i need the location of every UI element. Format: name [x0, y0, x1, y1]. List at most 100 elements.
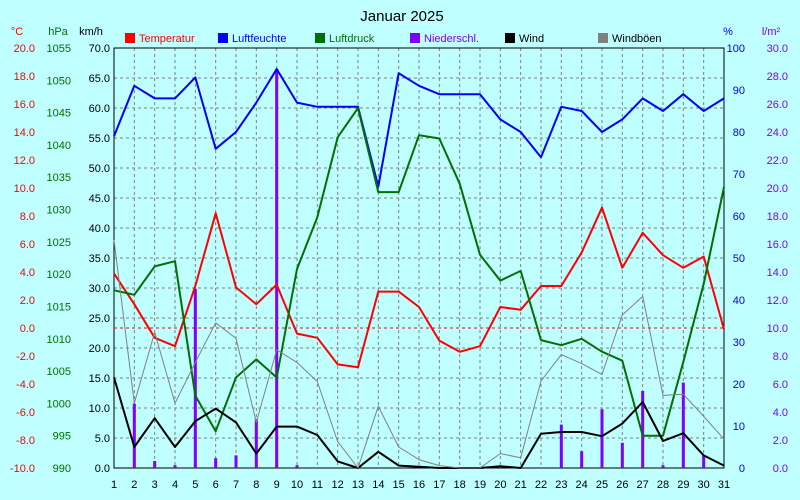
- x-tick-label: 24: [576, 479, 588, 491]
- wind-tick-label: 25.0: [89, 313, 110, 325]
- temp-tick-label: 2.0: [20, 295, 35, 307]
- rain-bar: [173, 465, 177, 468]
- x-tick-label: 31: [718, 479, 730, 491]
- rain-bar: [641, 391, 645, 468]
- wind-tick-label: 70.0: [89, 43, 110, 55]
- wind-tick-label: 0.0: [95, 463, 110, 475]
- hum-tick-label: 60: [733, 211, 745, 223]
- x-tick-label: 5: [192, 479, 198, 491]
- wind-tick-label: 5.0: [95, 433, 110, 445]
- temp-tick-label: 8.0: [20, 211, 35, 223]
- x-tick-label: 22: [535, 479, 547, 491]
- hum-tick-label: 70: [733, 169, 745, 181]
- press-tick-label: 1055: [47, 43, 71, 55]
- hum-tick-label: 80: [733, 127, 745, 139]
- wind-tick-label: 20.0: [89, 343, 110, 355]
- temp-tick-label: 14.0: [14, 127, 35, 139]
- press-tick-label: 1025: [47, 237, 71, 249]
- rain-tick-label: 26.0: [767, 99, 788, 111]
- press-tick-label: 995: [53, 431, 71, 443]
- press-tick-label: 1050: [47, 75, 71, 87]
- rain-tick-label: 8.0: [773, 351, 788, 363]
- temp-tick-label: -10.0: [10, 463, 35, 475]
- temp-tick-label: 16.0: [14, 99, 35, 111]
- press-tick-label: 1045: [47, 108, 71, 120]
- x-tick-label: 15: [393, 479, 405, 491]
- press-tick-label: 1010: [47, 334, 71, 346]
- temp-tick-label: 10.0: [14, 183, 35, 195]
- temp-unit-label: °C: [11, 26, 23, 38]
- wind-tick-label: 40.0: [89, 223, 110, 235]
- rain-bar: [193, 288, 197, 468]
- x-tick-label: 12: [332, 479, 344, 491]
- x-tick-label: 17: [433, 479, 445, 491]
- rain-tick-label: 4.0: [773, 407, 788, 419]
- rain-tick-label: 18.0: [767, 211, 788, 223]
- rain-tick-label: 20.0: [767, 183, 788, 195]
- hum-tick-label: 30: [733, 337, 745, 349]
- rain-tick-label: 22.0: [767, 155, 788, 167]
- rain-bar: [275, 69, 279, 468]
- wind-tick-label: 15.0: [89, 373, 110, 385]
- legend-label: Wind: [519, 33, 544, 45]
- axes: °C hPa km/h% l/m² -10.0 -8.0 -6.0 -4.0 -2.0 0.0 2.…: [10, 26, 788, 491]
- legend: Temperatur Luftfeuchte Luftdruck Niederschl…: [125, 33, 662, 45]
- x-tick-label: 11: [312, 479, 323, 491]
- x-tick-label: 6: [213, 479, 219, 491]
- hum-unit-label: %: [723, 26, 733, 38]
- legend-swatch: [218, 33, 228, 43]
- temp-tick-label: 12.0: [14, 155, 35, 167]
- x-tick-label: 3: [152, 479, 158, 491]
- x-tick-label: 19: [474, 479, 486, 491]
- rain-bar: [214, 458, 218, 468]
- legend-label: Windböen: [612, 33, 662, 45]
- rain-bar: [661, 465, 665, 468]
- rain-tick-label: 30.0: [767, 43, 788, 55]
- rain-bar: [681, 382, 685, 468]
- chart-title: Januar 2025: [360, 8, 443, 25]
- temp-tick-label: -4.0: [16, 379, 35, 391]
- hum-tick-label: 90: [733, 85, 745, 97]
- rain-tick-label: 28.0: [767, 71, 788, 83]
- series-line-luftdruck: [113, 107, 725, 437]
- x-tick-label: 13: [352, 479, 364, 491]
- temp-tick-label: 6.0: [20, 239, 35, 251]
- press-tick-label: 1030: [47, 205, 71, 217]
- temp-tick-label: -6.0: [16, 407, 35, 419]
- legend-label: Luftfeuchte: [232, 33, 286, 45]
- hum-tick-label: 0: [739, 463, 745, 475]
- rain-tick-label: 16.0: [767, 239, 788, 251]
- x-tick-label: 18: [454, 479, 466, 491]
- legend-label: Niederschl.: [424, 33, 479, 45]
- x-tick-label: 27: [637, 479, 649, 491]
- temp-tick-label: 0.0: [20, 323, 35, 335]
- legend-swatch: [315, 33, 325, 43]
- plot-frame: [113, 47, 725, 469]
- rain-bar: [600, 409, 604, 468]
- temp-tick-label: 18.0: [14, 71, 35, 83]
- x-tick-label: 26: [616, 479, 628, 491]
- series-line-luftfeuchte: [113, 68, 725, 188]
- rain-unit-label: l/m²: [762, 26, 781, 38]
- x-tick-label: 16: [413, 479, 425, 491]
- rain-bar: [620, 442, 624, 468]
- hum-tick-label: 10: [733, 421, 745, 433]
- rain-bar: [254, 419, 258, 468]
- temp-tick-label: 4.0: [20, 267, 35, 279]
- rain-bar: [132, 403, 136, 468]
- series-line-wind: [113, 377, 725, 469]
- temp-tick-label: 20.0: [14, 43, 35, 55]
- rain-tick-label: 12.0: [767, 295, 788, 307]
- press-tick-label: 1015: [47, 301, 71, 313]
- x-tick-label: 1: [111, 479, 117, 491]
- legend-label: Luftdruck: [329, 33, 375, 45]
- wind-tick-label: 35.0: [89, 253, 110, 265]
- x-tick-label: 20: [494, 479, 506, 491]
- hum-tick-label: 20: [733, 379, 745, 391]
- series-line-windb-en: [113, 239, 725, 469]
- x-tick-label: 23: [555, 479, 567, 491]
- legend-swatch: [410, 33, 420, 43]
- press-tick-label: 990: [53, 463, 71, 475]
- x-tick-label: 9: [274, 479, 280, 491]
